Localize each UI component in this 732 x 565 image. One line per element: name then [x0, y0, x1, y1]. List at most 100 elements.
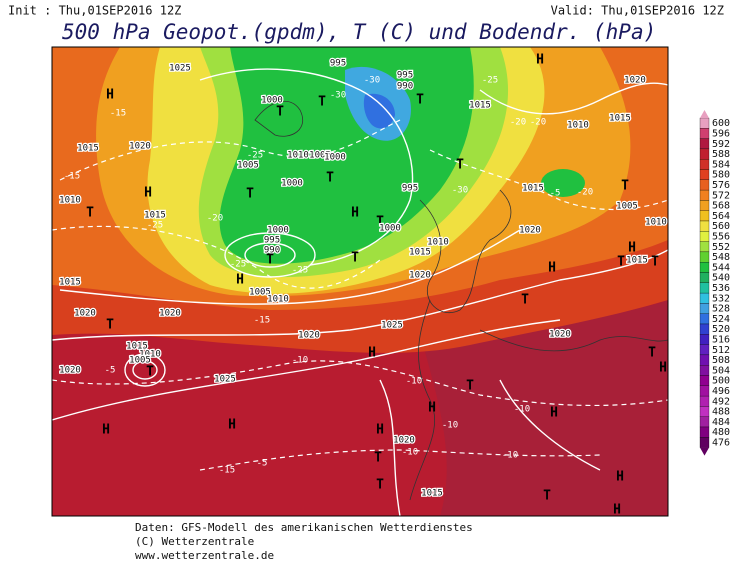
map-label: 1005 — [129, 356, 151, 366]
colorbar-label: 580 — [712, 170, 730, 181]
map-label: 1025 — [381, 321, 403, 331]
map-label: H — [228, 418, 236, 433]
isobars — [52, 68, 668, 516]
colorbar-cell — [699, 282, 710, 294]
map-label: 1010 — [139, 350, 161, 360]
map-label: 995 — [397, 71, 413, 81]
colorbar-cell — [699, 292, 710, 304]
map-label: 1015 — [409, 248, 431, 258]
colorbar-cell — [699, 231, 710, 242]
init-time: Init : Thu,01SEP2016 12Z — [8, 4, 181, 18]
map-label: 995 — [402, 184, 418, 194]
colorbar-label: 568 — [712, 201, 730, 212]
isotherms — [52, 119, 668, 471]
map-label: 1010 — [287, 151, 309, 161]
colorbar-cell — [699, 148, 710, 160]
map-label: 1020 — [549, 330, 571, 340]
map-label: -10 — [292, 356, 308, 366]
map-label: 1005 — [237, 161, 259, 171]
map-label: 1020 — [74, 309, 96, 319]
map-label: 1000 — [379, 224, 401, 234]
colorbar-label: 596 — [712, 128, 730, 139]
footer-line: (C) Wetterzentrale — [135, 535, 254, 548]
map-label: -10 — [514, 405, 530, 415]
map-label: 1010 — [645, 218, 667, 228]
map-label: 1015 — [522, 184, 544, 194]
map-label: 1020 — [159, 309, 181, 319]
colorbar-cell — [699, 210, 710, 222]
colorbar-label: 588 — [712, 149, 730, 160]
colorbar-label: 480 — [712, 427, 730, 438]
colorbar-arrow — [700, 447, 709, 456]
colorbar-cell — [699, 138, 710, 150]
map-label: T — [276, 105, 284, 120]
colorbar-label: 576 — [712, 180, 730, 191]
map-label: T — [246, 187, 254, 202]
map-label: 1020 — [624, 76, 646, 86]
map-label: 1005 — [616, 202, 638, 212]
map-label: -25 — [482, 76, 498, 86]
map-label: T — [617, 255, 625, 270]
map-label: T — [416, 93, 424, 108]
colorbar-label: 476 — [712, 437, 730, 448]
map-label: H — [613, 503, 621, 518]
map-label: 1015 — [77, 144, 99, 154]
map-label: T — [376, 215, 384, 230]
colorbar-cell — [699, 313, 710, 325]
map-label: -20 — [510, 118, 526, 128]
map-label: 1015 — [144, 211, 166, 221]
colorbar-cell — [699, 344, 710, 356]
map-label: 1015 — [126, 342, 148, 352]
colorbar: 6005965925885845805765725685645605565525… — [699, 110, 730, 456]
colorbar-cell — [699, 251, 710, 263]
field-southeast — [420, 300, 668, 516]
colorbar-cell — [699, 334, 710, 345]
colorbar-cell — [699, 375, 710, 386]
colorbar-label: 528 — [712, 304, 730, 315]
map-label: T — [543, 489, 551, 504]
map-label: H — [368, 346, 376, 361]
map-label: 1000 — [267, 226, 289, 236]
colorbar-cell — [699, 437, 710, 448]
colorbar-cell — [699, 323, 710, 335]
colorbar-label: 516 — [712, 334, 730, 345]
colorbar-label: 496 — [712, 386, 730, 397]
map-label: 1005 — [249, 288, 271, 298]
footer-line: Daten: GFS-Modell des amerikanischen Wet… — [135, 521, 473, 534]
map-label: -10 — [406, 377, 422, 387]
colorbar-cell — [699, 117, 710, 129]
map-label: -25 — [247, 151, 263, 161]
colorbar-cell — [699, 262, 710, 273]
map-label: H — [351, 206, 359, 221]
map-label: H — [144, 186, 152, 201]
map-label: T — [318, 95, 326, 110]
colorbar-label: 600 — [712, 118, 730, 129]
colorbar-cell — [699, 395, 710, 407]
colorbar-label: 500 — [712, 376, 730, 387]
colorbar-label: 572 — [712, 190, 730, 201]
colorbar-cell — [699, 128, 710, 139]
map-label: T — [648, 346, 656, 361]
map-label: 995 — [264, 236, 280, 246]
map-label: T — [456, 158, 464, 173]
map-label: 1005 — [309, 151, 331, 161]
map-label: 1020 — [519, 226, 541, 236]
map-label: 1020 — [409, 271, 431, 281]
colorbar-label: 584 — [712, 159, 730, 170]
colorbar-cell — [699, 303, 710, 314]
map-label: T — [466, 379, 474, 394]
map-label: 1010 — [567, 121, 589, 131]
map-label: 1000 — [281, 179, 303, 189]
colorbar-label: 552 — [712, 242, 730, 253]
colorbar-label: 508 — [712, 355, 730, 366]
map-label: H — [616, 470, 624, 485]
map-label: -5 — [550, 189, 561, 199]
map-label: -15 — [254, 316, 270, 326]
colorbar-cell — [699, 385, 710, 397]
map-label: T — [86, 206, 94, 221]
map-label: -15 — [64, 172, 80, 182]
colorbar-cell — [699, 169, 710, 180]
map-label: T — [351, 251, 359, 266]
colorbar-label: 556 — [712, 231, 730, 242]
colorbar-label: 592 — [712, 139, 730, 150]
